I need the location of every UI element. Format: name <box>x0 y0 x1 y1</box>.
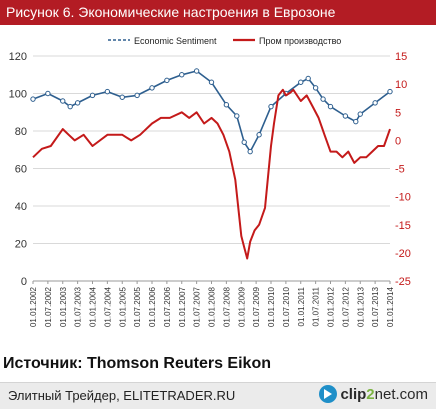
left-axis-tick-label: 60 <box>15 164 27 176</box>
series-point <box>298 79 304 85</box>
x-axis-tick-label: 01.01.2005 <box>118 286 127 327</box>
series-point <box>327 103 334 110</box>
series-point <box>74 100 81 106</box>
chart-area: 0 20 40 60 80 100 120 15 10 5 0 -5 -10 -15 -20 -25 01.01… <box>0 25 436 348</box>
x-axis-tick-label: 01.01.2003 <box>59 286 68 327</box>
series-point <box>179 72 185 78</box>
footer-bar: Элитный Трейдер, ELITETRADER.RU clip 2 net… <box>0 382 436 409</box>
series-point <box>67 103 73 110</box>
legend-label: Economic Sentiment <box>134 36 217 46</box>
right-axis-tick-label: -10 <box>395 192 411 204</box>
x-axis-tick-label: 01.07.2009 <box>252 286 261 327</box>
series-point <box>208 79 215 85</box>
x-axis-tick-label: 01.01.2013 <box>356 286 365 327</box>
x-axis-tick-label: 01.07.2007 <box>193 286 202 327</box>
left-axis-tick-label: 0 <box>21 276 27 288</box>
brand-part-b: 2 <box>366 385 375 403</box>
series-point <box>372 100 378 106</box>
right-axis-tick-label: -5 <box>395 164 405 176</box>
series-point <box>387 88 393 95</box>
x-axis-tick-label: 01.07.2006 <box>163 286 172 327</box>
chart-heading: Рисунок 6. Экономические настроения в Ев… <box>6 4 336 20</box>
series-point <box>353 118 359 125</box>
series-point <box>104 88 111 95</box>
right-axis-tick-label: 0 <box>395 135 401 147</box>
series-point <box>45 90 51 97</box>
series-point <box>357 111 363 117</box>
left-axis-tick-label: 120 <box>9 51 27 63</box>
right-axis-tick-label: 15 <box>395 51 407 63</box>
series-point <box>342 113 349 119</box>
series-point <box>89 92 96 99</box>
right-axis-tick-label: -25 <box>395 276 411 288</box>
series-point <box>223 102 230 108</box>
footer-text: Элитный Трейдер, ELITETRADER.RU <box>8 388 236 403</box>
right-axis-tick-label: -20 <box>395 248 411 260</box>
x-axis-tick-label: 01.01.2002 <box>29 286 38 327</box>
brand-part-c: net.com <box>374 385 428 403</box>
x-axis-tick-label: 01.07.2002 <box>44 286 53 327</box>
x-axis-tick-label: 01.07.2003 <box>74 286 83 327</box>
series-point <box>234 113 240 119</box>
x-axis-tick-label: 01.07.2011 <box>312 286 321 326</box>
series-point <box>312 85 319 91</box>
right-axis-tick-label: 10 <box>395 79 407 91</box>
series-line <box>32 88 391 260</box>
series-point <box>164 77 170 84</box>
x-axis-tick-label: 01.07.2005 <box>133 286 142 327</box>
series-point <box>305 75 311 82</box>
series-point <box>268 103 274 110</box>
x-axis-tick-label: 01.01.2012 <box>327 286 336 327</box>
x-axis-tick-label: 01.01.2010 <box>267 286 276 327</box>
left-axis-tick-label: 100 <box>9 89 27 101</box>
right-axis-tick-label: 5 <box>395 107 401 119</box>
brand-part-a: clip <box>340 385 367 403</box>
x-axis-tick-label: 01.01.2014 <box>386 286 395 327</box>
x-axis-tick-label: 01.01.2008 <box>208 286 217 327</box>
x-axis-tick-label: 01.01.2006 <box>148 286 157 327</box>
series-point <box>247 148 253 155</box>
x-axis-tick-label: 01.07.2010 <box>282 286 291 327</box>
series-point <box>119 94 125 100</box>
source-caption: Источник: Thomson Reuters Eikon <box>3 355 271 372</box>
legend-label: Пром производство <box>259 36 341 46</box>
play-arrow-icon <box>319 385 338 403</box>
right-axis-tick-label: -15 <box>395 220 411 232</box>
series-point <box>60 98 66 104</box>
left-axis-tick-label: 80 <box>15 126 27 138</box>
left-axis-tick-label: 40 <box>15 201 27 213</box>
brand-logo: clip 2 net.com <box>319 385 428 403</box>
x-axis-tick-label: 01.07.2004 <box>103 286 112 327</box>
series-point <box>256 132 262 138</box>
left-axis-tick-label: 20 <box>15 239 27 251</box>
x-axis-tick-label: 01.01.2007 <box>178 286 187 327</box>
x-axis-tick-label: 01.01.2011 <box>297 286 306 326</box>
series-point <box>193 68 200 74</box>
series-point <box>320 96 326 102</box>
x-axis-tick-label: 01.01.2009 <box>237 286 246 327</box>
series-point <box>30 96 36 102</box>
x-axis-tick-label: 01.07.2013 <box>371 286 380 327</box>
x-axis-tick-label: 01.07.2012 <box>341 286 350 327</box>
x-axis-tick-label: 01.07.2008 <box>222 286 231 327</box>
series-point <box>134 92 140 99</box>
chart-title-bar: Рисунок 6. Экономические настроения в Ев… <box>0 0 436 25</box>
series-point <box>241 139 247 145</box>
x-axis-tick-label: 01.01.2004 <box>89 286 98 327</box>
series-point <box>149 85 155 91</box>
